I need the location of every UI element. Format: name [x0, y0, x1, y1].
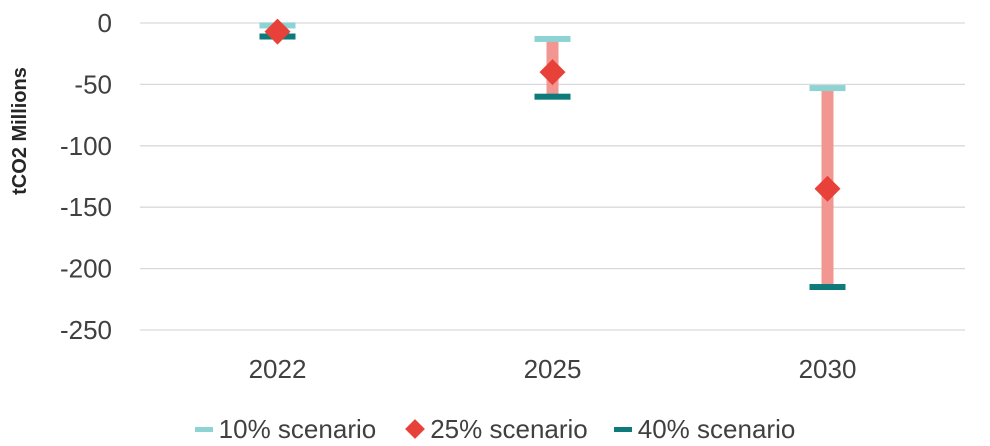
y-tick-label: -200	[60, 254, 112, 284]
series-markers	[259, 18, 846, 291]
legend-item-10: 10% scenario	[194, 413, 377, 445]
marker-10pct	[534, 35, 571, 42]
y-tick-label: -250	[60, 315, 112, 345]
chart: 0 -50 -100 -150 -200 -250 2022 2025 2030 tCO2 M…	[9, 8, 965, 384]
marker-10pct	[809, 85, 846, 92]
marker-40pct	[534, 93, 571, 100]
y-tick-label: -150	[60, 192, 112, 222]
x-tick-label: 2030	[799, 354, 857, 384]
y-tick-label: -100	[60, 131, 112, 161]
legend-item-25: 25% scenario	[402, 414, 588, 445]
legend-marker-40	[613, 426, 632, 432]
legend-marker-10	[194, 426, 213, 432]
legend-marker-25	[405, 419, 426, 439]
marker-40pct	[809, 284, 846, 291]
x-tick-label: 2022	[249, 354, 307, 384]
gridlines	[140, 22, 965, 331]
x-axis-ticks: 2022 2025 2030	[249, 354, 857, 384]
legend-item-40: 40% scenario	[613, 413, 796, 445]
legend-label-40: 40% scenario	[637, 413, 796, 444]
legend-label-10: 10% scenario	[218, 413, 377, 444]
legend: 10% scenario 25% scenario 40% scenario	[0, 412, 990, 446]
y-tick-label: 0	[98, 8, 112, 38]
y-tick-label: -50	[74, 69, 112, 99]
x-tick-label: 2025	[524, 354, 582, 384]
y-axis-label: tCO2 Millions	[9, 67, 31, 195]
y-axis-ticks: 0 -50 -100 -150 -200 -250	[60, 8, 112, 345]
legend-label-25: 25% scenario	[430, 413, 588, 444]
marker-25pct	[264, 18, 291, 45]
marker-25pct	[539, 59, 566, 86]
marker-25pct	[814, 175, 841, 202]
